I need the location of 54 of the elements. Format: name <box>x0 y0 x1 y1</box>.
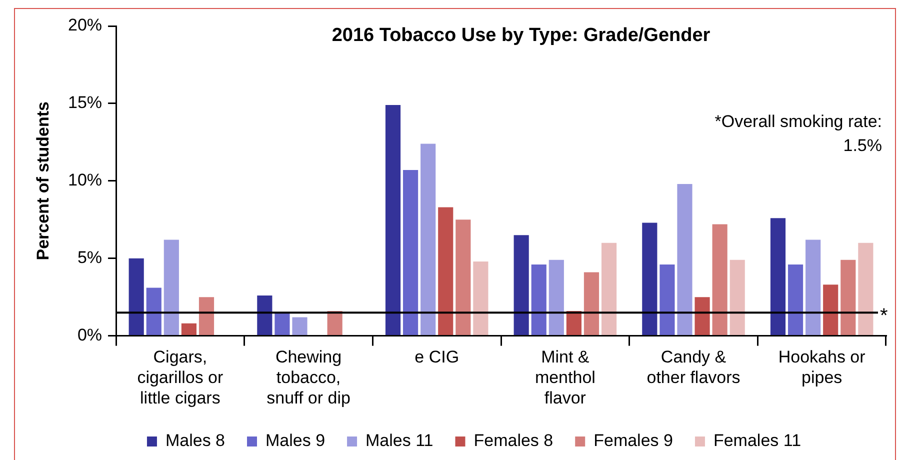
x-tick-label: e CIG <box>414 348 460 367</box>
bar <box>531 264 546 336</box>
x-tick-label: Candy & other flavors <box>646 348 740 388</box>
bar <box>198 297 214 336</box>
bar <box>181 323 196 336</box>
bar <box>514 235 529 336</box>
bar <box>438 207 454 336</box>
bar <box>473 261 488 336</box>
legend-label: Males 8 <box>165 431 226 450</box>
bar <box>584 272 600 336</box>
bar <box>660 264 675 336</box>
bar <box>730 260 745 336</box>
bar <box>566 311 582 336</box>
chart-title: 2016 Tobacco Use by Type: Grade/Gender <box>332 25 711 46</box>
bar <box>292 317 308 336</box>
x-tick-label: Cigars, cigarillos or little cigars <box>137 348 224 408</box>
x-tick-label: Hookahs or pipes <box>778 348 866 388</box>
bar <box>788 264 804 336</box>
bar <box>840 260 856 336</box>
bar <box>823 284 838 336</box>
bar <box>456 220 471 336</box>
bar <box>642 222 658 336</box>
bar <box>128 258 144 336</box>
bar <box>164 240 179 336</box>
bar <box>403 170 418 336</box>
bar <box>770 218 786 336</box>
x-tick-label: Mint & menthol flavor <box>534 348 596 408</box>
legend-label: Females 11 <box>713 431 802 450</box>
bar <box>694 297 710 336</box>
legend-label: Males 9 <box>266 431 326 450</box>
legend-label: Females 9 <box>594 431 673 450</box>
y-tick-label: 15% <box>68 93 102 112</box>
bar <box>548 260 564 336</box>
bar <box>385 105 401 336</box>
bar <box>146 288 162 336</box>
bar <box>806 240 821 336</box>
x-tick-label: Chewing tobacco, snuff or dip <box>266 348 350 408</box>
bar <box>327 311 342 336</box>
bar <box>601 242 617 336</box>
y-tick-label: 0% <box>77 325 102 344</box>
bar <box>712 224 728 336</box>
y-tick-label: 20% <box>68 16 102 35</box>
bar <box>420 144 436 336</box>
y-tick-label: 10% <box>68 170 102 190</box>
bar <box>858 242 874 336</box>
bar <box>274 312 290 336</box>
annotation: *Overall smoking rate: 1.5% <box>714 111 882 157</box>
bar <box>677 184 692 336</box>
y-tick-label: 5% <box>77 248 102 268</box>
y-axis-title: Percent of students <box>34 102 53 260</box>
bar <box>257 296 272 336</box>
legend-label: Males 11 <box>366 431 434 450</box>
legend-label: Females 8 <box>474 431 554 450</box>
ref-line-label: * <box>880 305 888 328</box>
